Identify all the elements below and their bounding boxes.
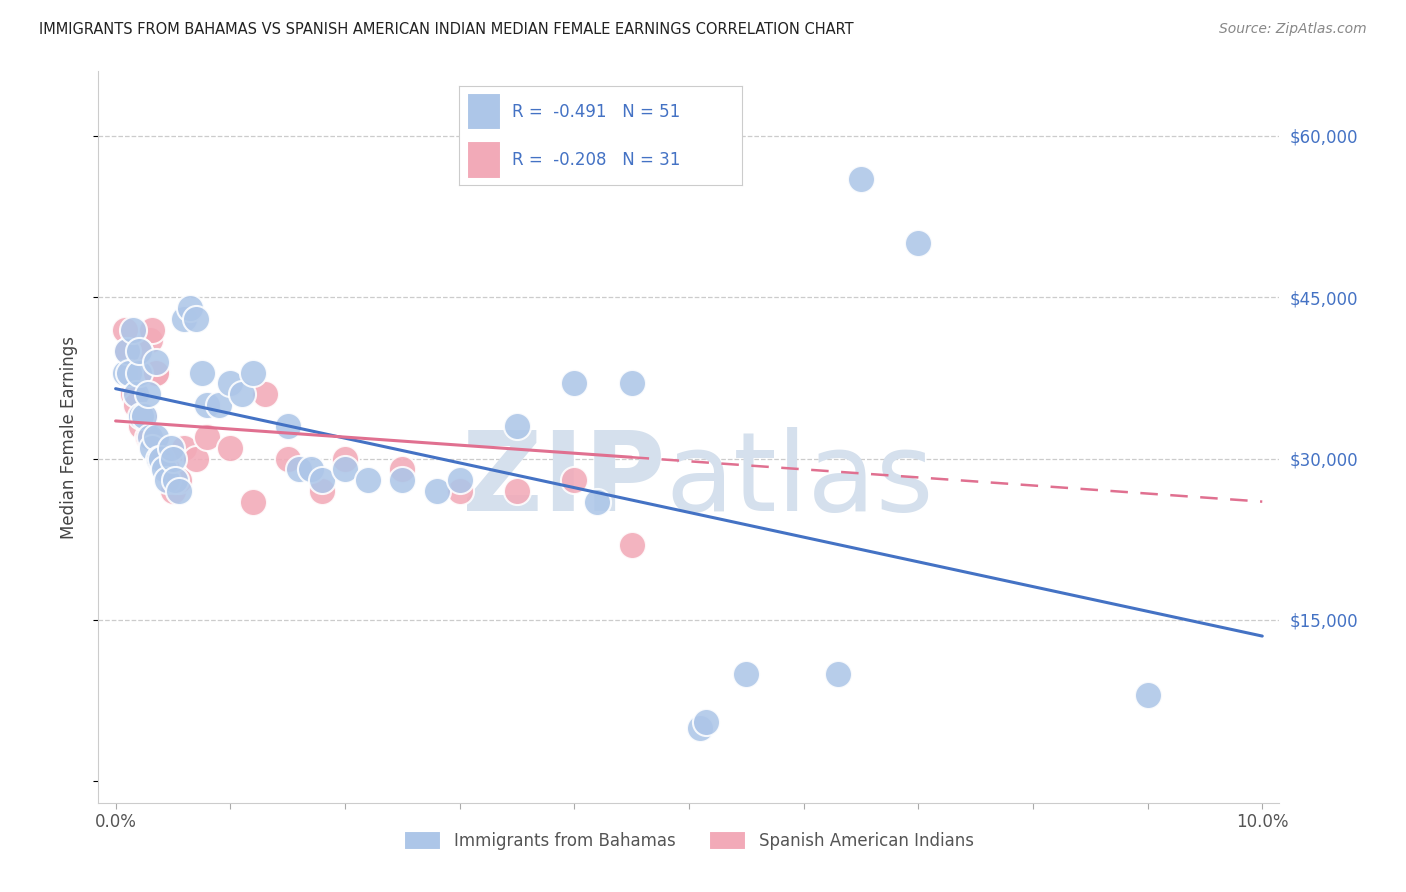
Point — [141, 441, 163, 455]
Point — [136, 430, 159, 444]
Point — [179, 301, 201, 315]
Point — [139, 333, 162, 347]
Point — [128, 344, 150, 359]
Point — [277, 451, 299, 466]
Point — [121, 322, 143, 336]
Point — [219, 376, 242, 391]
Point — [449, 483, 471, 498]
Point — [311, 483, 333, 498]
Point — [562, 473, 585, 487]
Y-axis label: Median Female Earnings: Median Female Earnings — [59, 335, 77, 539]
Point — [139, 430, 162, 444]
Point — [426, 483, 449, 498]
Point — [620, 538, 643, 552]
Point — [141, 322, 163, 336]
Point — [159, 441, 181, 455]
Point — [145, 366, 167, 380]
Point — [190, 366, 212, 380]
Point — [907, 236, 929, 251]
Point — [148, 451, 170, 466]
Point — [114, 366, 136, 380]
Point — [173, 311, 195, 326]
Point — [115, 344, 138, 359]
Point — [136, 387, 159, 401]
Point — [195, 398, 218, 412]
Point — [128, 366, 150, 380]
Point — [150, 451, 173, 466]
Point — [129, 409, 152, 423]
Point — [162, 483, 184, 498]
Point — [586, 494, 609, 508]
Point — [165, 473, 187, 487]
Point — [152, 451, 174, 466]
Point — [162, 451, 184, 466]
Point — [299, 462, 322, 476]
Point — [167, 483, 190, 498]
Point — [827, 666, 849, 681]
Point — [184, 311, 207, 326]
Point — [208, 398, 231, 412]
Point — [277, 419, 299, 434]
Point — [156, 473, 179, 487]
Point — [114, 322, 136, 336]
Point — [242, 366, 264, 380]
Point — [145, 355, 167, 369]
Point — [506, 419, 529, 434]
Point — [242, 494, 264, 508]
Point — [449, 473, 471, 487]
Point — [333, 451, 356, 466]
Point — [145, 430, 167, 444]
Point — [195, 430, 218, 444]
Point — [391, 462, 413, 476]
Point — [118, 366, 141, 380]
Point — [148, 451, 170, 466]
Point — [288, 462, 311, 476]
Point — [156, 462, 179, 476]
Point — [152, 462, 174, 476]
Point — [620, 376, 643, 391]
Point — [333, 462, 356, 476]
Point — [391, 473, 413, 487]
Point — [125, 398, 148, 412]
Point — [121, 387, 143, 401]
Point — [167, 473, 190, 487]
Point — [115, 344, 138, 359]
Point — [1136, 688, 1159, 702]
Point — [253, 387, 276, 401]
Point — [849, 172, 872, 186]
Point — [134, 409, 156, 423]
Point — [231, 387, 253, 401]
Point — [128, 344, 150, 359]
Text: ZIP: ZIP — [463, 427, 665, 534]
Point — [125, 387, 148, 401]
Point — [689, 721, 711, 735]
Point — [506, 483, 529, 498]
Legend: Immigrants from Bahamas, Spanish American Indians: Immigrants from Bahamas, Spanish America… — [398, 824, 980, 856]
Text: IMMIGRANTS FROM BAHAMAS VS SPANISH AMERICAN INDIAN MEDIAN FEMALE EARNINGS CORREL: IMMIGRANTS FROM BAHAMAS VS SPANISH AMERI… — [39, 22, 853, 37]
Point — [184, 451, 207, 466]
Point — [735, 666, 758, 681]
Point — [357, 473, 380, 487]
Text: Source: ZipAtlas.com: Source: ZipAtlas.com — [1219, 22, 1367, 37]
Point — [562, 376, 585, 391]
Point — [129, 419, 152, 434]
Point — [695, 715, 717, 730]
Point — [219, 441, 242, 455]
Text: atlas: atlas — [665, 427, 934, 534]
Point — [134, 409, 156, 423]
Point — [311, 473, 333, 487]
Point — [173, 441, 195, 455]
Point — [145, 366, 167, 380]
